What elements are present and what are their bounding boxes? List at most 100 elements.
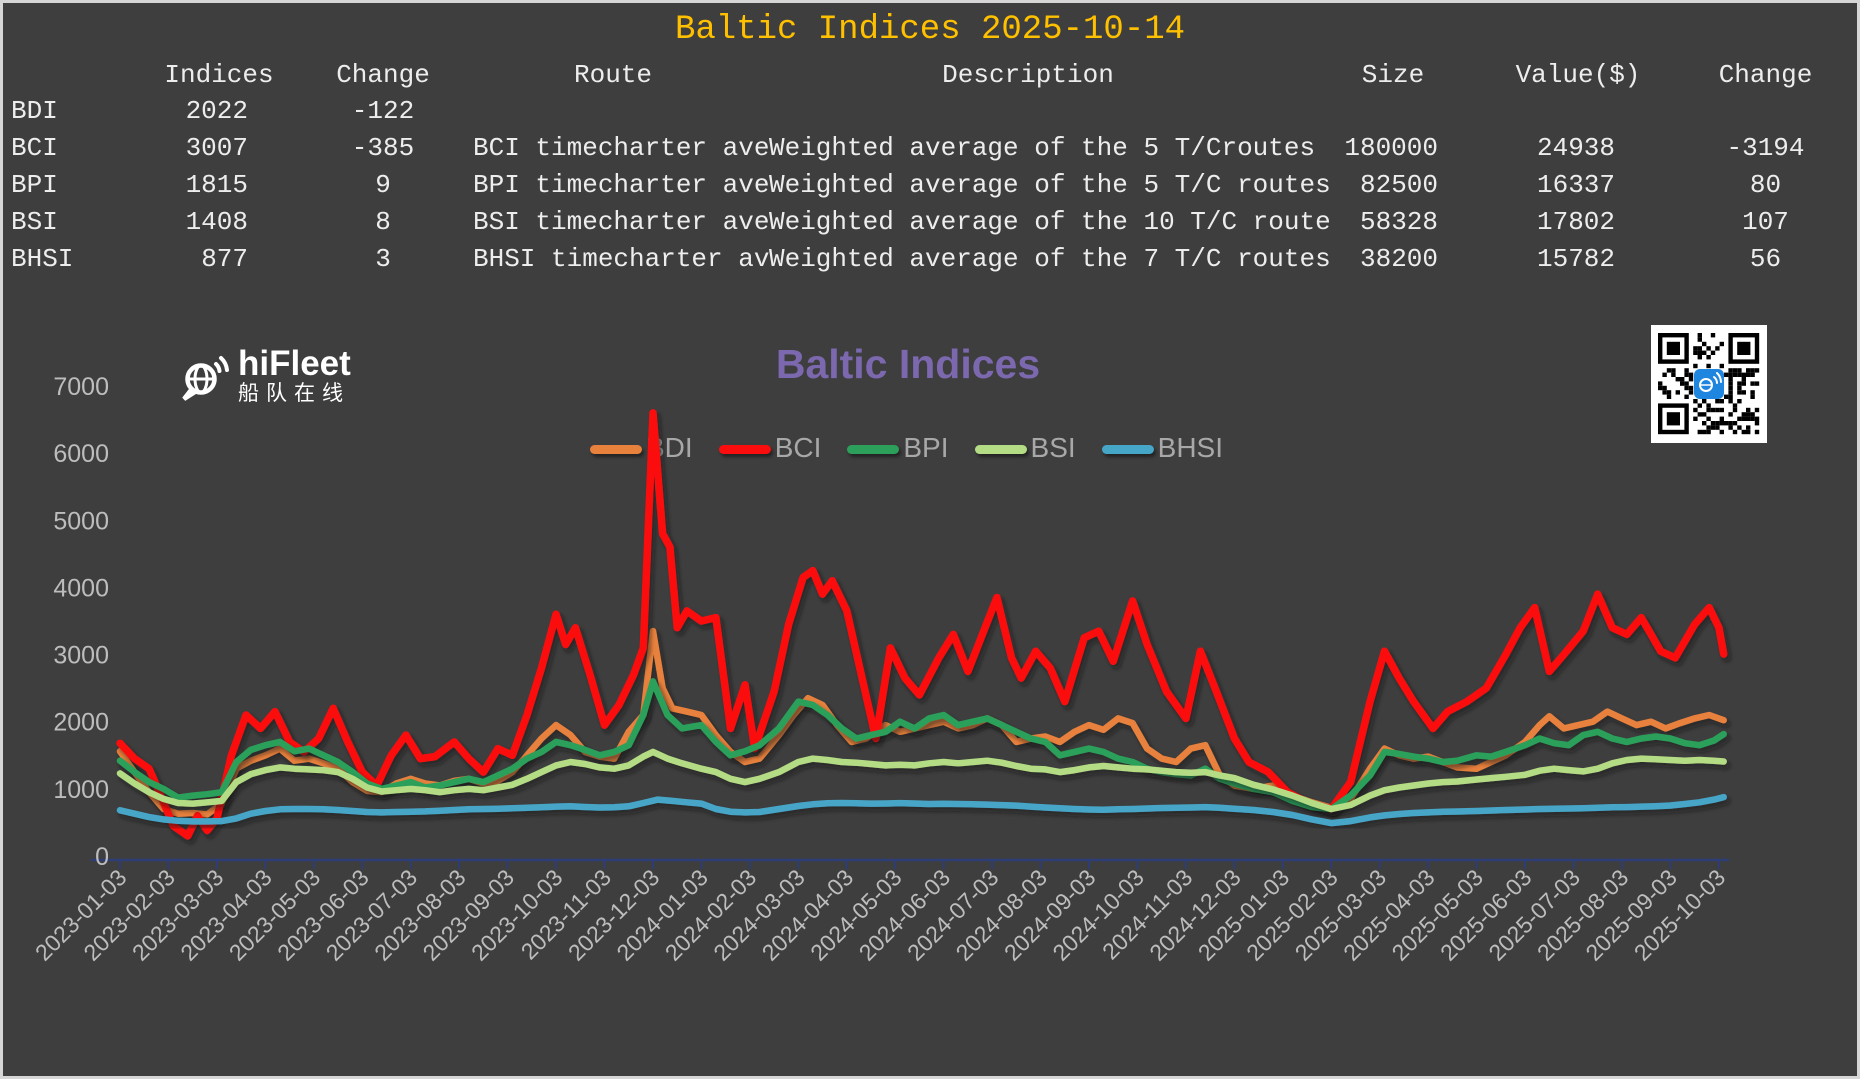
legend-swatch <box>718 444 771 454</box>
y-tick-label: 3000 <box>53 642 109 670</box>
change-value: 9 <box>375 170 391 200</box>
x-tick-label: 2024-03-03 <box>708 864 810 966</box>
legend-label: BHSI <box>1157 432 1224 463</box>
x-tick-label: 2025-03-03 <box>1290 864 1392 966</box>
value-change: 56 <box>1749 244 1782 274</box>
table-row-bhsi: BHSI 877 3 BHSI timecharter av Weighted … <box>3 244 1857 278</box>
x-tick-label: 2023-10-03 <box>466 864 568 966</box>
hifleet-globe-icon <box>178 347 230 412</box>
column-header-description: Description <box>942 60 1114 90</box>
dollar-value: 16337 <box>1536 170 1615 200</box>
row-label: BPI <box>11 170 58 200</box>
x-tick-label: 2023-05-03 <box>224 864 326 966</box>
x-tick-label: 2024-11-03 <box>1097 864 1197 964</box>
legend-label: BPI <box>903 432 949 463</box>
x-tick-label: 2024-04-03 <box>757 864 859 966</box>
x-tick-label: 2025-07-03 <box>1483 864 1585 966</box>
column-header-size: Size <box>1361 60 1425 90</box>
legend-item-bhsi: BHSI <box>1101 432 1224 464</box>
row-label: BDI <box>11 96 58 126</box>
x-tick-label: 2023-08-03 <box>369 864 471 966</box>
legend-label: BSI <box>1030 432 1076 463</box>
route-text: BHSI timecharter av <box>473 244 769 274</box>
row-label: BSI <box>11 207 58 237</box>
indices-table-header: Indices Change Route Description Size Va… <box>3 60 1857 92</box>
chart-legend: BDI BCI BPI BSI BHSI <box>590 432 1223 464</box>
legend-swatch <box>1101 444 1154 454</box>
legend-item-bpi: BPI <box>847 432 949 464</box>
column-header-route: Route <box>573 60 652 90</box>
table-row-bci: BCI 3007 -385 BCI timecharter ave Weight… <box>3 133 1857 167</box>
x-tick-label: 2024-08-03 <box>951 864 1053 966</box>
change-value: 8 <box>375 207 391 237</box>
x-tick-label: 2023-09-03 <box>418 864 520 966</box>
x-tick-label: 2023-06-03 <box>272 864 374 966</box>
column-header-indices: Indices <box>164 60 274 90</box>
index-value: 1815 <box>185 170 248 200</box>
x-tick-label: 2023-12-03 <box>563 864 665 966</box>
route-text: BPI timecharter ave <box>473 170 769 200</box>
x-tick-label: 2025-08-03 <box>1532 864 1634 966</box>
description-text: Weighted average of the 5 T/C routes <box>769 170 1329 200</box>
series-line-bpi <box>116 678 1727 813</box>
value-change: 80 <box>1749 170 1782 200</box>
x-tick-label: 2025-06-03 <box>1435 864 1537 966</box>
size-value: 58328 <box>1359 207 1438 237</box>
route-text: BSI timecharter ave <box>473 207 769 237</box>
table-row-bdi: BDI 2022 -122 <box>3 96 1857 130</box>
y-tick-label: 1000 <box>53 776 109 804</box>
series-line-bdi <box>116 627 1727 818</box>
table-row-bsi: BSI 1408 8 BSI timecharter ave Weighted … <box>3 207 1857 241</box>
legend-item-bdi: BDI <box>590 432 693 464</box>
dollar-value: 24938 <box>1536 133 1615 163</box>
x-tick-label: 2023-04-03 <box>175 864 277 966</box>
x-tick-label: 2023-07-03 <box>321 864 423 966</box>
size-value: 180000 <box>1344 133 1438 163</box>
legend-item-bsi: BSI <box>974 432 1076 464</box>
x-tick-label: 2023-02-03 <box>78 864 180 966</box>
series-line-bhsi <box>116 793 1727 827</box>
x-tick-label: 2024-05-03 <box>805 864 907 966</box>
x-tick-label: 2024-01-03 <box>611 864 713 966</box>
change-value: 3 <box>375 244 391 274</box>
dollar-value: 15782 <box>1536 244 1615 274</box>
x-tick-label: 2024-06-03 <box>854 864 956 966</box>
route-text: BCI timecharter ave <box>473 133 769 163</box>
column-header-change2: Change <box>1718 60 1813 90</box>
y-tick-label: 4000 <box>53 574 109 602</box>
row-label: BHSI <box>11 244 74 274</box>
x-tick-label: 2023-11-03 <box>516 864 616 964</box>
x-tick-label: 2024-09-03 <box>999 864 1101 966</box>
x-tick-label: 2024-02-03 <box>660 864 762 966</box>
change-value: -385 <box>351 133 415 163</box>
x-tick-label: 2025-05-03 <box>1387 864 1489 966</box>
index-value: 877 <box>201 244 248 274</box>
index-value: 1408 <box>185 207 248 237</box>
x-tick-label: 2025-04-03 <box>1338 864 1440 966</box>
series-line-bci <box>116 409 1728 840</box>
series-line-bsi <box>116 748 1727 813</box>
x-tick-label: 2023-03-03 <box>127 864 229 966</box>
value-change: 107 <box>1742 207 1789 237</box>
value-change: -3194 <box>1726 133 1805 163</box>
legend-label: BCI <box>774 432 822 463</box>
hifleet-logo-subtitle: 船队在线 <box>238 382 350 405</box>
description-text: Weighted average of the 7 T/C routes <box>769 244 1329 274</box>
legend-item-bci: BCI <box>718 432 822 464</box>
change-value: -122 <box>351 96 415 126</box>
qr-code <box>1651 325 1767 448</box>
column-header-change: Change <box>336 60 430 90</box>
legend-label: BDI <box>646 432 693 463</box>
legend-swatch <box>590 444 642 454</box>
x-tick-label: 2025-01-03 <box>1193 864 1295 966</box>
legend-swatch <box>974 444 1027 454</box>
x-tick-label: 2025-02-03 <box>1241 864 1343 966</box>
column-header-value: Value($) <box>1515 60 1641 90</box>
legend-swatch <box>847 444 900 454</box>
y-tick-label: 7000 <box>53 373 109 401</box>
dollar-value: 17802 <box>1536 207 1615 237</box>
hifleet-logo: hiFleet 船队在线 <box>178 346 351 412</box>
y-tick-label: 5000 <box>53 507 109 535</box>
row-label: BCI <box>11 133 58 163</box>
